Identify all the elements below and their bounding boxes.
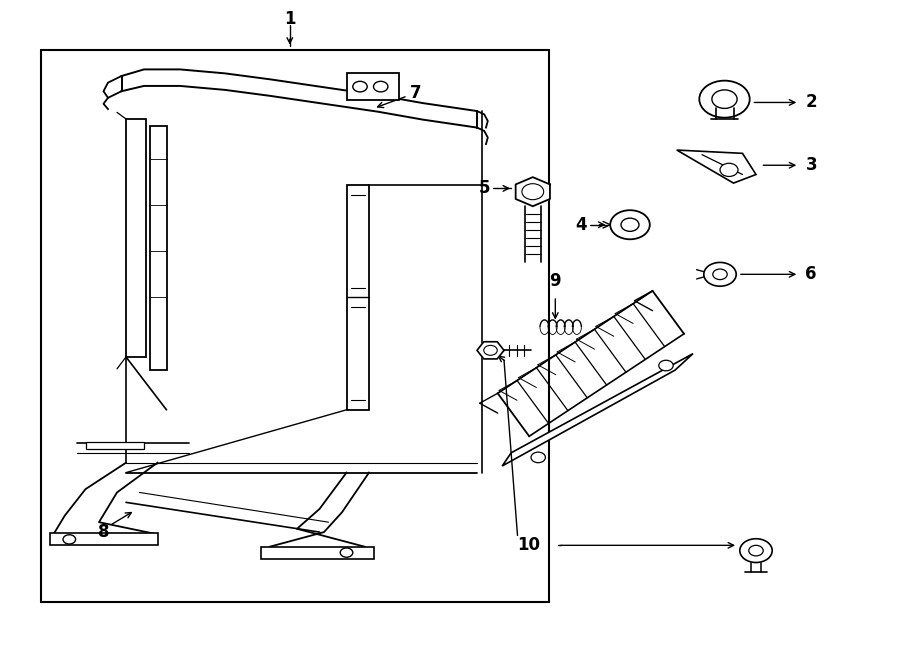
Bar (86, 442, 144, 449)
Text: 5: 5 (479, 179, 490, 198)
Circle shape (63, 535, 76, 544)
Circle shape (704, 262, 736, 286)
Circle shape (713, 269, 727, 280)
Circle shape (712, 90, 737, 108)
Text: 6: 6 (806, 265, 817, 284)
Text: 4: 4 (575, 215, 587, 234)
Circle shape (522, 184, 544, 200)
Polygon shape (126, 119, 146, 357)
Text: 7: 7 (410, 83, 421, 102)
Circle shape (749, 545, 763, 556)
Text: 8: 8 (98, 523, 109, 541)
Text: 1: 1 (284, 9, 295, 28)
Bar (346, 73, 399, 100)
Polygon shape (502, 354, 693, 466)
Circle shape (740, 539, 772, 563)
Text: 10: 10 (518, 536, 541, 555)
Polygon shape (677, 150, 756, 183)
Circle shape (484, 346, 498, 356)
Polygon shape (150, 126, 166, 370)
Circle shape (621, 218, 639, 231)
Circle shape (531, 452, 545, 463)
Text: 2: 2 (806, 93, 817, 112)
Polygon shape (346, 185, 369, 410)
Circle shape (699, 81, 750, 118)
Circle shape (353, 81, 367, 92)
Text: 9: 9 (550, 272, 561, 290)
Circle shape (610, 210, 650, 239)
Polygon shape (477, 342, 504, 359)
Circle shape (374, 81, 388, 92)
Bar (40, 50, 549, 602)
Polygon shape (261, 547, 374, 559)
Text: 3: 3 (806, 156, 817, 175)
Circle shape (720, 163, 738, 176)
Polygon shape (516, 177, 550, 206)
Circle shape (340, 548, 353, 557)
Polygon shape (50, 533, 158, 545)
Circle shape (659, 360, 673, 371)
